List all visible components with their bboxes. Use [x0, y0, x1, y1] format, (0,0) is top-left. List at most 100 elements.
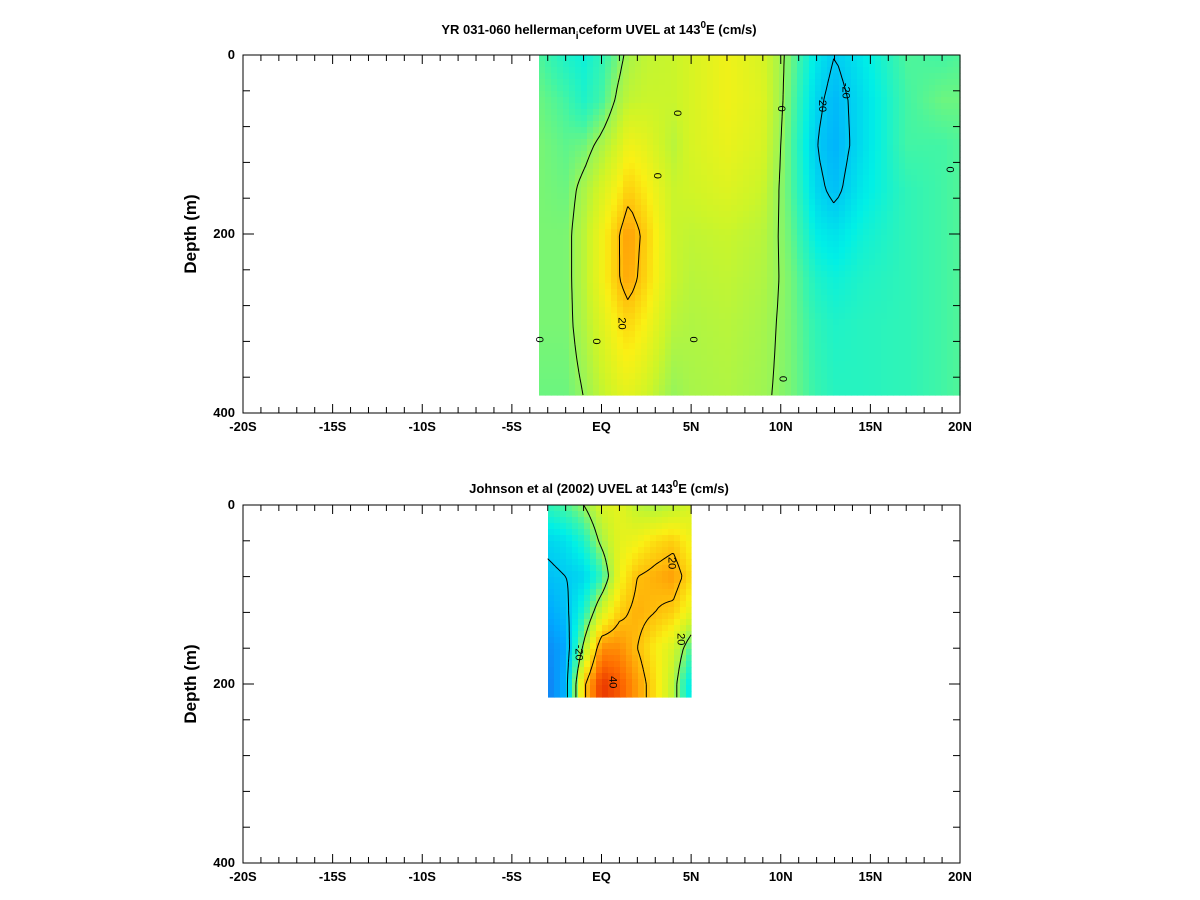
field-cell [887, 85, 894, 92]
field-cell [665, 361, 672, 368]
field-cell [851, 61, 858, 68]
field-cell [695, 151, 702, 158]
field-cell [545, 235, 552, 242]
field-cell [668, 589, 675, 596]
field-cell [881, 349, 888, 356]
field-cell [953, 391, 960, 396]
field-cell [671, 277, 678, 284]
field-cell [659, 349, 666, 356]
field-cell [833, 79, 840, 86]
field-cell [656, 631, 663, 638]
field-cell [701, 385, 708, 392]
field-cell [839, 259, 846, 266]
field-cell [584, 517, 591, 524]
field-cell [596, 523, 603, 530]
field-cell [887, 277, 894, 284]
field-cell [689, 241, 696, 248]
field-cell [563, 175, 570, 182]
field-cell [833, 103, 840, 110]
field-cell [941, 145, 948, 152]
field-cell [566, 691, 573, 698]
field-cell [686, 631, 692, 638]
field-cell [677, 277, 684, 284]
field-cell [809, 61, 816, 68]
field-cell [671, 187, 678, 194]
field-cell [953, 319, 960, 326]
field-cell [815, 223, 822, 230]
field-cell [887, 103, 894, 110]
field-cell [725, 187, 732, 194]
field-cell [911, 181, 918, 188]
field-cell [629, 97, 636, 104]
field-cell [761, 55, 768, 62]
field-cell [551, 97, 558, 104]
field-cell [719, 235, 726, 242]
field-cell [683, 55, 690, 62]
field-cell [575, 235, 582, 242]
field-cell [680, 607, 687, 614]
field-cell [887, 361, 894, 368]
field-cell [701, 79, 708, 86]
field-cell [539, 163, 546, 170]
field-cell [881, 121, 888, 128]
field-cell [857, 121, 864, 128]
field-cell [869, 349, 876, 356]
field-cell [725, 367, 732, 374]
field-cell [887, 145, 894, 152]
field-cell [863, 199, 870, 206]
field-cell [725, 199, 732, 206]
field-cell [839, 301, 846, 308]
field-cell [833, 199, 840, 206]
chart-title: YR 031-060 hellermaniceform UVEL at 1430… [441, 20, 756, 42]
field-cell [668, 595, 675, 602]
field-cell [815, 187, 822, 194]
field-cell [785, 259, 792, 266]
field-cell [797, 127, 804, 134]
field-cell [638, 643, 645, 650]
field-cell [596, 631, 603, 638]
field-cell [815, 385, 822, 392]
field-cell [761, 151, 768, 158]
field-cell [665, 229, 672, 236]
field-cell [602, 559, 609, 566]
field-cell [923, 247, 930, 254]
field-cell [893, 79, 900, 86]
field-cell [899, 97, 906, 104]
field-cell [779, 355, 786, 362]
field-cell [668, 583, 675, 590]
field-cell [707, 169, 714, 176]
field-cell [689, 277, 696, 284]
field-cell [605, 157, 612, 164]
field-cell [545, 169, 552, 176]
field-cell [719, 313, 726, 320]
field-cell [668, 577, 675, 584]
field-cell [665, 223, 672, 230]
field-cell [554, 589, 561, 596]
field-cell [560, 601, 567, 608]
field-cell [551, 247, 558, 254]
field-cell [899, 193, 906, 200]
field-cell [563, 271, 570, 278]
field-cell [671, 175, 678, 182]
field-cell [677, 115, 684, 122]
field-cell [629, 181, 636, 188]
field-cell [584, 655, 591, 662]
field-cell [893, 127, 900, 134]
field-cell [596, 661, 603, 668]
field-cell [551, 265, 558, 272]
field-cell [575, 259, 582, 266]
field-cell [677, 145, 684, 152]
field-cell [947, 187, 954, 194]
field-cell [602, 517, 609, 524]
field-cell [947, 325, 954, 332]
field-cell [887, 97, 894, 104]
field-cell [590, 601, 597, 608]
field-cell [560, 535, 567, 542]
field-cell [923, 61, 930, 68]
field-cell [875, 139, 882, 146]
field-cell [608, 691, 615, 698]
field-cell [827, 169, 834, 176]
field-cell [635, 67, 642, 74]
field-cell [695, 361, 702, 368]
field-cell [869, 301, 876, 308]
